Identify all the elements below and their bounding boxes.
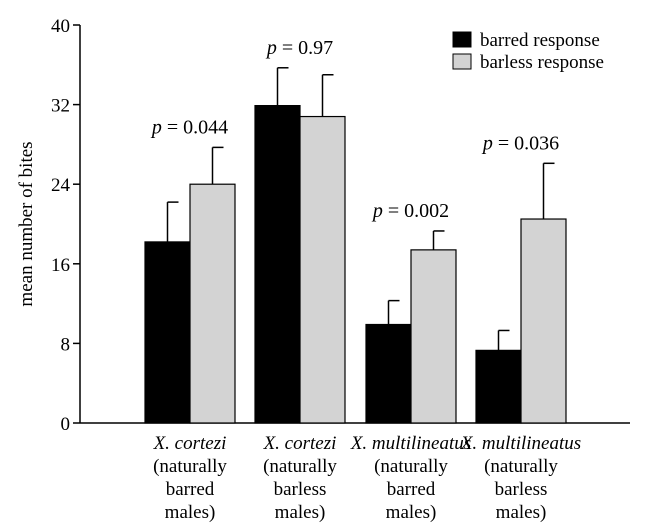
- x-category-line: (naturally: [153, 456, 227, 477]
- p-value-text: = 0.97: [277, 37, 333, 59]
- bars: [144, 104, 567, 424]
- p-value-annotation: p = 0.97: [265, 37, 333, 59]
- bar: [520, 218, 567, 424]
- p-value-text: = 0.044: [162, 116, 228, 138]
- y-tick-label: 0: [61, 414, 71, 435]
- p-symbol: p: [265, 37, 277, 59]
- y-tick-label: 8: [61, 334, 71, 355]
- p-value-annotation: p = 0.002: [371, 200, 449, 222]
- p-value-annotation: p = 0.036: [481, 132, 559, 154]
- x-category-line: (naturally: [374, 456, 448, 477]
- legend-label: barred response: [480, 30, 600, 51]
- error-bars: [166, 67, 555, 351]
- bar: [410, 249, 457, 424]
- bar: [189, 183, 236, 424]
- bar: [144, 241, 191, 424]
- bar: [254, 104, 301, 424]
- y-tick-label: 24: [51, 175, 71, 196]
- y-axis-label: mean number of bites: [16, 141, 37, 306]
- p-value-text: = 0.002: [383, 200, 449, 222]
- x-category-line: barless: [495, 479, 548, 500]
- x-category-line: males): [165, 502, 216, 523]
- p-value-text: = 0.036: [493, 132, 559, 154]
- p-symbol: p: [371, 200, 383, 222]
- p-symbol: p: [150, 116, 162, 138]
- legend-label: barless response: [480, 52, 604, 73]
- y-tick-label: 40: [51, 16, 70, 37]
- bar: [475, 349, 522, 424]
- y-tick-label: 16: [51, 255, 70, 276]
- bar: [365, 323, 412, 424]
- x-category-line: males): [386, 502, 437, 523]
- x-category-line: males): [496, 502, 547, 523]
- y-axis: 0 8 16 24 32 40: [51, 16, 630, 435]
- x-category-species: X. cortezi: [263, 433, 337, 454]
- x-category-line: barless: [274, 479, 327, 500]
- x-category-line: barred: [387, 479, 436, 500]
- x-category-line: barred: [166, 479, 215, 500]
- x-category-species: X. multilineatus: [460, 433, 581, 454]
- x-category-line: (naturally: [263, 456, 337, 477]
- y-tick-label: 32: [51, 96, 70, 117]
- p-symbol: p: [481, 132, 493, 154]
- bar: [299, 115, 346, 424]
- x-category-line: males): [275, 502, 326, 523]
- x-category-line: (naturally: [484, 456, 558, 477]
- x-category-species: X. multilineatus: [350, 433, 471, 454]
- legend-swatch: [452, 53, 472, 70]
- p-value-annotation: p = 0.044: [150, 116, 228, 138]
- x-category-species: X. cortezi: [153, 433, 227, 454]
- legend-swatch: [452, 31, 472, 48]
